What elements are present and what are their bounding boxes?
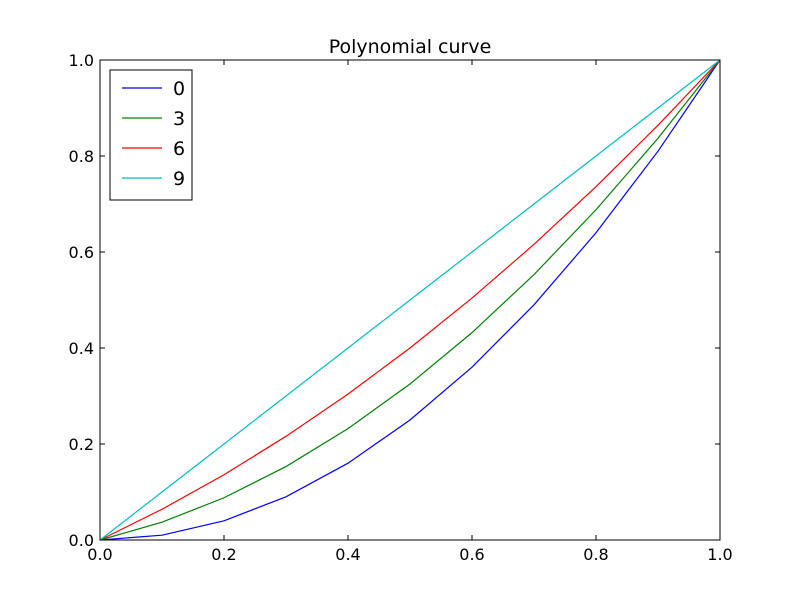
plot-frame xyxy=(99,59,721,541)
y-tick-label: 1.0 xyxy=(69,51,94,70)
x-tick-label: 0.8 xyxy=(583,545,608,564)
x-tick-label: 0.4 xyxy=(335,545,360,564)
x-tick-label: 0.2 xyxy=(211,545,236,564)
legend-label: 3 xyxy=(173,108,185,130)
x-tick-label: 0.0 xyxy=(87,545,112,564)
y-tick-label: 0.2 xyxy=(69,435,94,454)
legend-label: 0 xyxy=(173,78,185,100)
ticks-layer: 0.0 0.2 0.4 0.6 0.8 1.0 0.0 0.2 0.4 0.6 0.8 1.0 xyxy=(69,51,733,564)
series-layer xyxy=(99,59,721,541)
y-tick-label: 0.8 xyxy=(69,147,94,166)
legend-label: 9 xyxy=(173,168,185,190)
series-line-0 xyxy=(99,59,721,541)
x-tick-label: 0.6 xyxy=(459,545,484,564)
series-line-3 xyxy=(99,59,721,541)
y-tick-label: 0.6 xyxy=(69,243,94,262)
series-line-6 xyxy=(99,59,721,541)
y-tick-label: 0.0 xyxy=(69,531,94,550)
chart-title: Polynomial curve xyxy=(329,36,492,58)
y-tick-label: 0.4 xyxy=(69,339,94,358)
legend-label: 6 xyxy=(173,138,185,160)
legend: 0 3 6 9 xyxy=(109,69,193,201)
series-line-9 xyxy=(99,59,721,541)
x-tick-label: 1.0 xyxy=(707,545,732,564)
